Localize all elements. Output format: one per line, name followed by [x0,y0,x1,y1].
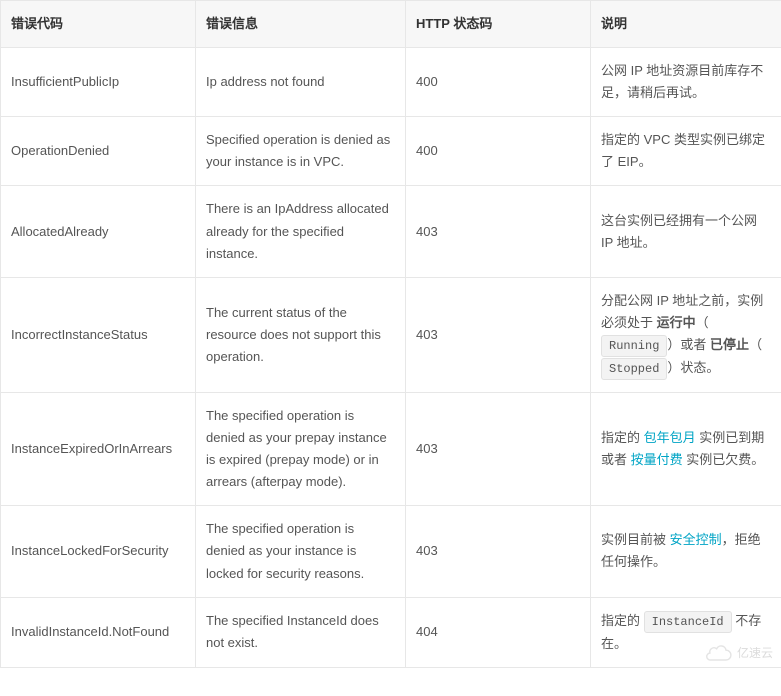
cell-http-status: 400 [406,117,591,186]
cell-error-message: The specified operation is denied as you… [196,506,406,597]
cell-http-status: 404 [406,597,591,667]
cell-error-message: The specified InstanceId does not exist. [196,597,406,667]
cell-description: 指定的 InstanceId 不存在。 [591,597,781,667]
desc-text: 实例目前被 [601,532,670,547]
cell-description: 实例目前被 安全控制，拒绝任何操作。 [591,506,781,597]
desc-code: Running [601,335,667,357]
desc-text: 指定的 [601,613,644,628]
cell-http-status: 400 [406,48,591,117]
desc-text: 指定的 VPC 类型实例已绑定了 EIP。 [601,132,765,169]
cell-error-message: Ip address not found [196,48,406,117]
cell-error-message: There is an IpAddress allocated already … [196,186,406,277]
desc-text: ）或者 [667,337,710,352]
cell-description: 指定的 包年包月 实例已到期或者 按量付费 实例已欠费。 [591,392,781,505]
header-description: 说明 [591,1,781,48]
desc-text: 指定的 [601,430,644,445]
table-row: AllocatedAlreadyThere is an IpAddress al… [1,186,781,277]
cell-error-code: InsufficientPublicIp [1,48,196,117]
desc-link[interactable]: 包年包月 [644,430,696,445]
desc-text: （ [696,315,709,330]
desc-text: 公网 IP 地址资源目前库存不足，请稍后再试。 [601,63,763,100]
desc-bold: 运行中 [657,315,696,330]
cell-description: 这台实例已经拥有一个公网 IP 地址。 [591,186,781,277]
desc-code: Stopped [601,358,667,380]
cell-http-status: 403 [406,506,591,597]
header-http-status: HTTP 状态码 [406,1,591,48]
desc-text: （ [749,337,762,352]
cell-description: 公网 IP 地址资源目前库存不足，请稍后再试。 [591,48,781,117]
header-error-code: 错误代码 [1,1,196,48]
cell-description: 指定的 VPC 类型实例已绑定了 EIP。 [591,117,781,186]
desc-text: 这台实例已经拥有一个公网 IP 地址。 [601,213,757,250]
cell-error-message: Specified operation is denied as your in… [196,117,406,186]
desc-text: 实例已欠费。 [683,452,765,467]
cell-http-status: 403 [406,186,591,277]
cell-http-status: 403 [406,392,591,505]
desc-text: ）状态。 [667,360,719,375]
cell-error-message: The current status of the resource does … [196,277,406,392]
cell-description: 分配公网 IP 地址之前，实例必须处于 运行中（Running）或者 已停止（S… [591,277,781,392]
desc-link[interactable]: 安全控制 [670,532,722,547]
header-error-message: 错误信息 [196,1,406,48]
table-row: InvalidInstanceId.NotFoundThe specified … [1,597,781,667]
table-row: OperationDeniedSpecified operation is de… [1,117,781,186]
cell-error-code: OperationDenied [1,117,196,186]
cell-error-code: AllocatedAlready [1,186,196,277]
cell-error-code: InstanceExpiredOrInArrears [1,392,196,505]
cell-error-message: The specified operation is denied as you… [196,392,406,505]
table-row: InsufficientPublicIpIp address not found… [1,48,781,117]
table-header-row: 错误代码 错误信息 HTTP 状态码 说明 [1,1,781,48]
error-codes-table: 错误代码 错误信息 HTTP 状态码 说明 InsufficientPublic… [0,0,781,668]
desc-code: InstanceId [644,611,732,633]
table-row: InstanceLockedForSecurityThe specified o… [1,506,781,597]
desc-link[interactable]: 按量付费 [631,452,683,467]
desc-bold: 已停止 [710,337,749,352]
table-body: InsufficientPublicIpIp address not found… [1,48,781,668]
cell-error-code: InvalidInstanceId.NotFound [1,597,196,667]
table-row: IncorrectInstanceStatusThe current statu… [1,277,781,392]
table-row: InstanceExpiredOrInArrearsThe specified … [1,392,781,505]
cell-error-code: IncorrectInstanceStatus [1,277,196,392]
cell-http-status: 403 [406,277,591,392]
cell-error-code: InstanceLockedForSecurity [1,506,196,597]
